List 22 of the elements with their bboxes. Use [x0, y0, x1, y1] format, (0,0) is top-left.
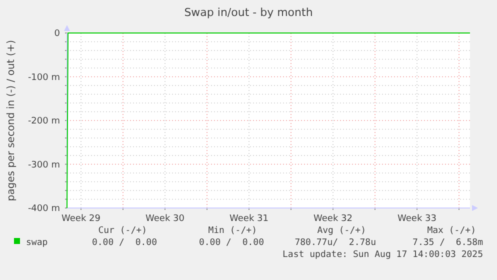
y-tick-label: -300 m [28, 160, 60, 170]
text: 0.00 / 0.00 [198, 238, 264, 248]
text: Min (-/+) [208, 226, 257, 236]
y-tick-label: -200 m [28, 116, 60, 127]
x-tick-label: Week 31 [230, 214, 268, 224]
text: Last update: Sun Aug 17 14:00:03 2025 [282, 250, 483, 260]
text: Cur (-/+) [98, 226, 147, 236]
x-tick-label: Week 32 [314, 214, 352, 224]
y-tick-label: 0 [54, 29, 60, 40]
x-tick-label: Week 29 [62, 214, 101, 224]
y-tick-label: -400 m [28, 204, 60, 214]
text: 0.00 / 0.00 [92, 238, 157, 248]
text: 7.35 / 6.58m [412, 238, 483, 248]
chart-title: Swap in/out - by month [184, 6, 313, 19]
text: Max (-/+) [427, 226, 476, 236]
text: 780.77u/ 2.78u [294, 238, 376, 248]
y-axis-title: pages per second in (-) / out (+) [6, 40, 17, 202]
text: Avg (-/+) [317, 226, 366, 236]
legend-label: swap [26, 238, 48, 248]
y-tick-label: -100 m [28, 72, 60, 83]
x-tick-label: Week 33 [398, 214, 436, 224]
x-tick-label: Week 30 [146, 214, 185, 224]
